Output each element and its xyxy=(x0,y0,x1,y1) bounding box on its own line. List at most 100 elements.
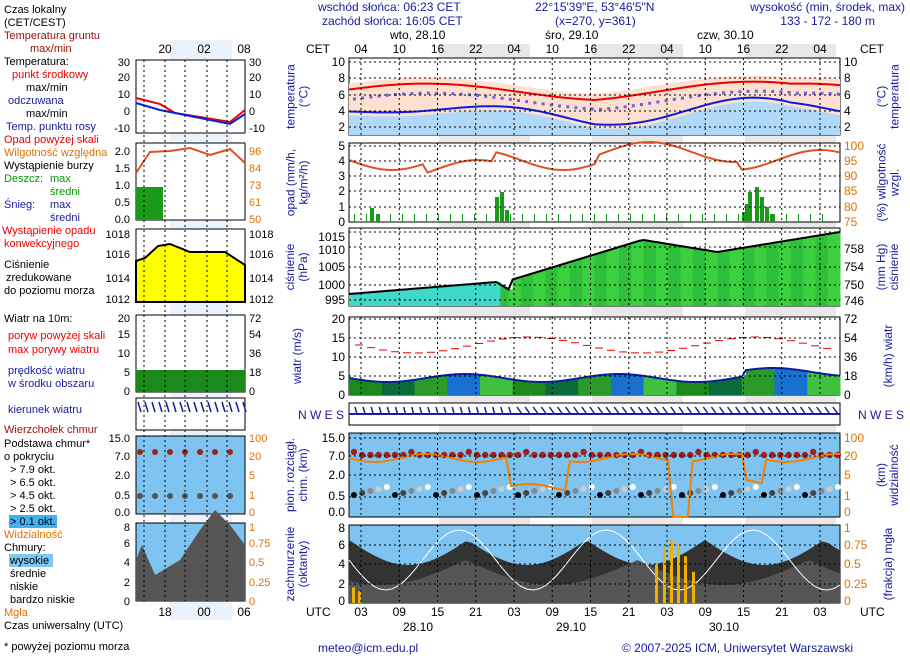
pressure-fill xyxy=(426,287,432,306)
pressure-fill xyxy=(651,241,657,306)
dew-point-dot xyxy=(828,92,832,96)
fog-bar xyxy=(692,571,695,603)
dew-point-dot xyxy=(664,99,668,103)
cloud-top-dot xyxy=(490,451,497,459)
wind-speed-fill xyxy=(754,369,759,395)
rain-max-bar xyxy=(378,214,379,222)
legend-ravg: średni xyxy=(50,186,80,198)
pressure-fill xyxy=(627,244,632,306)
pressure-fill xyxy=(741,248,747,306)
cloud-base-dot xyxy=(810,490,817,496)
mini-tick-label: -10 xyxy=(249,123,265,135)
dew-point-dot xyxy=(754,89,758,93)
pressure-fill xyxy=(467,284,473,306)
legend-hum: Wilgotność względna xyxy=(4,147,108,159)
tick-label: 0.0 xyxy=(328,505,345,519)
dew-point-dot xyxy=(722,91,725,95)
mini-cloud-top-dot xyxy=(227,449,233,455)
legend-gust: max porywy wiatru xyxy=(8,344,99,356)
mini-tick-label: 20 xyxy=(118,72,130,84)
cloud-top-dot xyxy=(523,448,530,456)
wind-arrow-icon xyxy=(654,406,661,415)
mini-cet-hour: 20 xyxy=(158,42,172,56)
mini-tick-label: 2 xyxy=(124,577,130,589)
pressure-fill xyxy=(443,286,448,306)
pressure-fill xyxy=(778,242,784,306)
wind-speed-fill xyxy=(721,380,726,395)
pressure-fill xyxy=(668,244,673,306)
wind-speed-fill xyxy=(606,374,612,395)
pressure-fill xyxy=(553,267,559,306)
pressure-fill xyxy=(471,284,477,306)
mini-tick-label: 54 xyxy=(249,329,261,341)
legend-dir: kierunek wiatru xyxy=(8,404,82,416)
cloud-top-dot xyxy=(449,451,456,459)
legend-ground2: max/min xyxy=(30,43,72,55)
legend-rmax: max xyxy=(50,173,71,185)
pressure-fill xyxy=(500,284,505,306)
mini-tick-label: 96 xyxy=(249,146,261,158)
cloud-top-dot xyxy=(555,451,563,459)
cloud-top-dot xyxy=(777,451,784,459)
wind-speed-fill xyxy=(819,373,825,395)
pressure-fill xyxy=(430,287,436,306)
wind-speed-fill xyxy=(369,380,375,395)
wind-arrow-icon xyxy=(516,406,523,415)
wind-speed-fill xyxy=(463,374,469,395)
wind-speed-fill xyxy=(418,379,424,395)
tick-label: 7.0 xyxy=(328,449,345,463)
axis-title-box: (%) wilgotność wzgl. xyxy=(874,143,901,221)
legend-clouds: Chmury: xyxy=(4,542,46,554)
tick-label: 0.75 xyxy=(844,538,868,552)
wind-speed-fill xyxy=(709,381,714,395)
pressure-fill xyxy=(758,245,763,306)
wind-speed-fill xyxy=(639,375,645,395)
pressure-fill xyxy=(369,292,375,306)
pressure-fill xyxy=(389,290,395,306)
dew-point-dot xyxy=(525,100,529,104)
wind-speed-fill xyxy=(790,368,796,395)
pressure-fill xyxy=(475,283,481,306)
dew-point-dot xyxy=(656,100,660,104)
wind-speed-fill xyxy=(537,381,542,395)
mini-tick-label: 1018 xyxy=(106,229,130,241)
wind-arrow-icon xyxy=(435,406,439,415)
mini-cloud-base-dot xyxy=(137,493,143,499)
pressure-fill xyxy=(565,263,571,306)
compass-icon: N W E S xyxy=(298,408,344,422)
dew-point-dot xyxy=(508,97,512,101)
wind-arrow-icon xyxy=(394,406,399,415)
wind-speed-fill xyxy=(668,379,673,395)
axis-title-box: zachmurzenie (oktanty) xyxy=(283,527,310,602)
dew-point-dot xyxy=(689,95,693,99)
wind-arrow-icon xyxy=(410,406,415,415)
pressure-fill xyxy=(516,278,522,306)
pressure-fill xyxy=(610,249,616,306)
cloud-top-dot xyxy=(760,451,768,459)
cloud-base-dot xyxy=(793,484,800,490)
cloud-base-dot xyxy=(646,490,653,496)
wind-speed-fill xyxy=(659,378,665,395)
felt-temperature-line xyxy=(348,96,841,126)
dew-point-dot xyxy=(566,105,570,109)
rain-max-bar xyxy=(630,214,631,222)
rain-max-bar xyxy=(714,214,715,222)
dew-point-dot xyxy=(795,91,799,95)
pressure-fill xyxy=(557,265,563,306)
contact-email-link[interactable]: meteo@icm.edu.pl xyxy=(318,641,418,655)
mini-wind-arrow-icon xyxy=(158,401,163,413)
mini-tick-label: 1014 xyxy=(106,273,130,285)
wind-speed-fill xyxy=(627,374,632,395)
cloud-base-dot xyxy=(416,486,423,492)
wind-arrow-icon xyxy=(645,406,653,415)
pressure-fill xyxy=(569,262,575,306)
cloud-top-dot xyxy=(457,451,464,459)
mini-tick-label: 1018 xyxy=(249,229,273,241)
mini-tick-label: 5 xyxy=(124,367,130,379)
wind-speed-fill xyxy=(574,379,579,395)
wind-speed-fill xyxy=(684,381,690,395)
dew-point-dot xyxy=(541,102,545,106)
tick-label: 0.25 xyxy=(844,577,868,591)
wind-speed-fill xyxy=(635,374,641,395)
legend-high: wysokie xyxy=(9,555,49,567)
